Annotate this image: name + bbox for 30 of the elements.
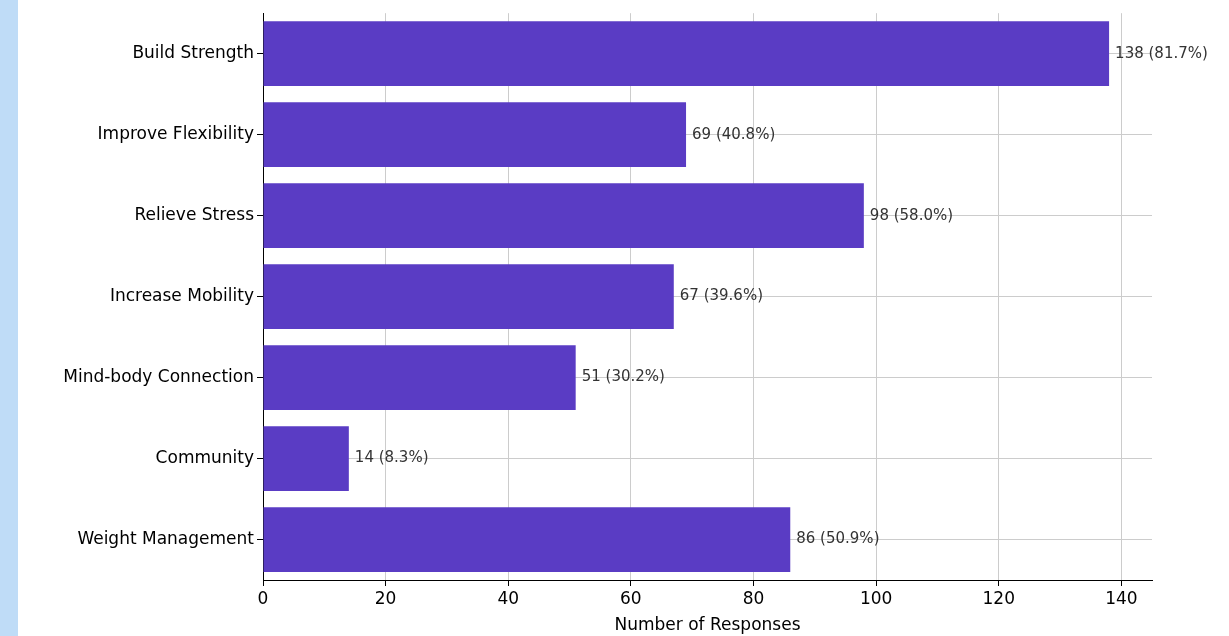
x-tick-label: 80: [742, 587, 765, 608]
bar: [263, 264, 674, 329]
data-label: 98 (58.0%): [869, 205, 954, 224]
data-label: 51 (30.2%): [581, 367, 665, 386]
bar: [263, 102, 687, 168]
y-tick-label: Weight Management: [77, 527, 255, 548]
data-label: 14 (8.3%): [354, 448, 429, 467]
y-tick-label: Mind-body Connection: [63, 365, 254, 386]
x-tick-label: 120: [982, 587, 1015, 608]
x-axis-title: Number of Responses: [614, 614, 801, 635]
data-label: 86 (50.9%): [796, 529, 880, 548]
data-label: 67 (39.6%): [679, 286, 763, 305]
bar: [263, 507, 791, 572]
bar: [263, 345, 576, 410]
x-tick-label: 60: [620, 587, 642, 608]
x-tick-label: 100: [859, 587, 893, 608]
y-tick-label: Improve Flexibility: [97, 123, 254, 144]
data-label: 69 (40.8%): [692, 124, 776, 143]
y-tick-label: Build Strength: [132, 42, 254, 63]
bar: [263, 426, 349, 491]
x-tick-label: 0: [257, 587, 269, 608]
y-tick-label: Community: [155, 446, 254, 467]
data-label: 138 (81.7%): [1115, 43, 1208, 62]
x-tick-label: 140: [1105, 587, 1138, 608]
y-tick-label: Increase Mobility: [109, 285, 254, 306]
x-tick-label: 20: [374, 587, 397, 608]
bar: [263, 21, 1110, 87]
y-tick-label: Relieve Stress: [134, 204, 255, 225]
bar: [263, 183, 864, 249]
x-tick-label: 40: [497, 587, 520, 608]
